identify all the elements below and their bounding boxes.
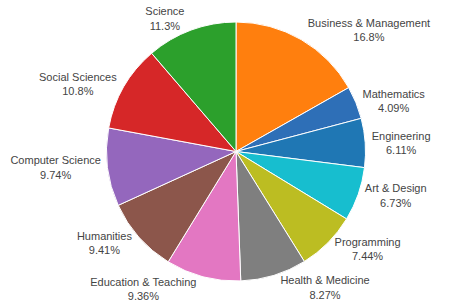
svg-text:Humanities9.41%: Humanities9.41% [77,230,133,256]
svg-text:Business & Management16.8%: Business & Management16.8% [308,17,430,43]
svg-text:Social Sciences10.8%: Social Sciences10.8% [39,71,117,97]
svg-text:Mathematics4.09%: Mathematics4.09% [362,88,425,114]
svg-text:Education & Teaching9.36%: Education & Teaching9.36% [90,276,196,302]
svg-text:Art & Design6.73%: Art & Design6.73% [365,182,427,208]
svg-text:Computer Science9.74%: Computer Science9.74% [10,154,101,180]
svg-text:Health & Medicine8.27%: Health & Medicine8.27% [280,274,369,300]
svg-text:Science11.3%: Science11.3% [145,5,184,31]
svg-text:Engineering6.11%: Engineering6.11% [372,130,431,156]
svg-text:Programming7.44%: Programming7.44% [335,236,401,262]
